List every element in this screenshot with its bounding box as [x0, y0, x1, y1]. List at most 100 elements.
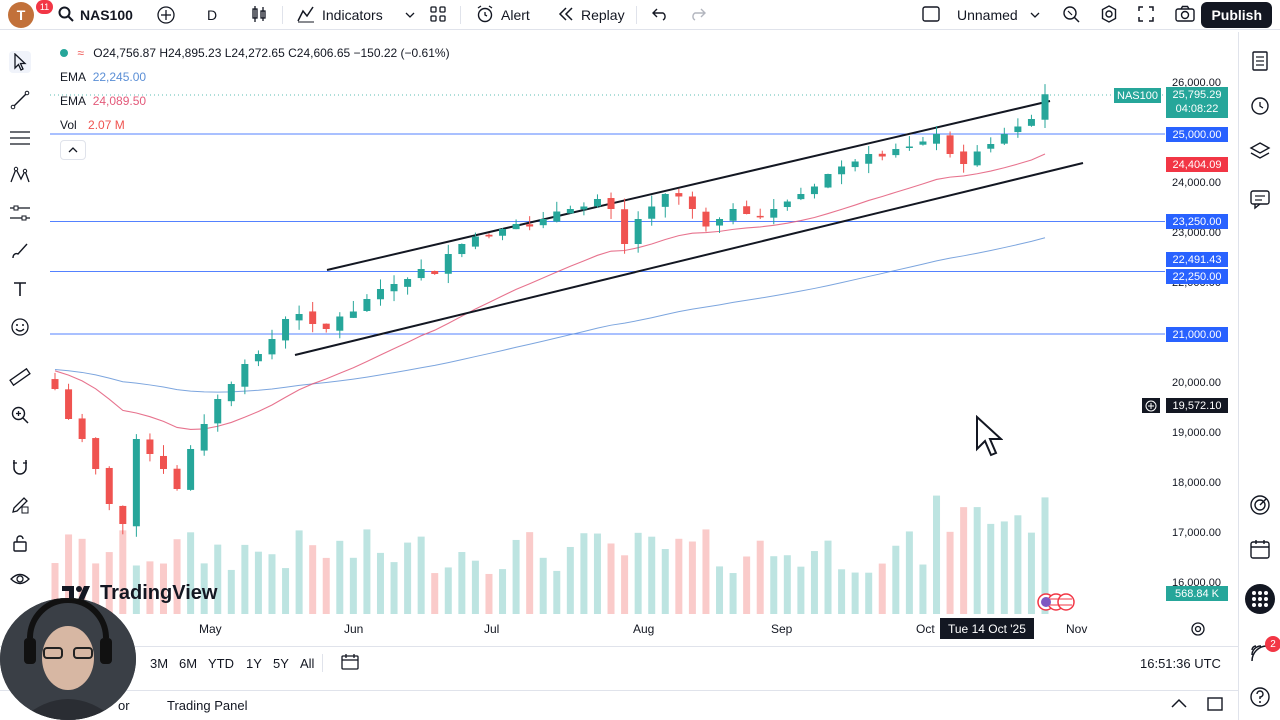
- goto-date-button[interactable]: [340, 653, 360, 676]
- redo-button[interactable]: [690, 0, 706, 30]
- maximize-panel-button[interactable]: [1206, 696, 1224, 715]
- watchlist-icon[interactable]: [1249, 50, 1271, 72]
- range-1y-button[interactable]: 1Y: [246, 656, 262, 671]
- range-5y-button[interactable]: 5Y: [273, 656, 289, 671]
- alarm-clock-icon: [475, 4, 495, 27]
- divider: [0, 646, 1238, 647]
- alerts-clock-icon[interactable]: [1249, 94, 1271, 116]
- last-price-tag: 25,795.29 04:08:22: [1166, 87, 1228, 118]
- calendar-icon[interactable]: [1249, 538, 1271, 560]
- range-6m-button[interactable]: 6M: [179, 656, 198, 671]
- chart-settings-button[interactable]: [1190, 621, 1206, 642]
- ohlc-legend: ≈ O24,756.87 H24,895.23 L24,272.65 C24,6…: [60, 46, 450, 60]
- volume-bar: [485, 573, 493, 614]
- candle-body: [241, 364, 249, 387]
- cursor-icon[interactable]: [9, 51, 31, 73]
- mouse-cursor-icon: [976, 415, 1003, 457]
- zoom-in-icon[interactable]: [9, 404, 31, 426]
- candle-body: [783, 201, 791, 208]
- symbol-search[interactable]: NAS100: [58, 0, 133, 30]
- candle-body: [119, 505, 127, 524]
- quick-search-button[interactable]: [1061, 0, 1081, 30]
- ruler-icon[interactable]: [9, 366, 31, 388]
- projection-icon[interactable]: [9, 202, 31, 224]
- volume-bar: [512, 539, 520, 614]
- compare-add-button[interactable]: [155, 0, 177, 30]
- ema2-legend[interactable]: EMA 24,089.50: [60, 94, 146, 108]
- indicators-button[interactable]: Indicators: [296, 0, 415, 30]
- candle-body: [933, 134, 941, 144]
- economic-events-icons[interactable]: [1036, 592, 1082, 612]
- chat-icon[interactable]: [1249, 188, 1271, 210]
- tick-label: 24,000.00: [1172, 177, 1221, 189]
- volume-bar: [566, 546, 574, 614]
- expand-panel-button[interactable]: [1170, 697, 1188, 714]
- volume-bar: [241, 544, 249, 614]
- undo-button[interactable]: [652, 0, 668, 30]
- user-menu[interactable]: T 11: [8, 0, 53, 30]
- volume-bar: [1027, 532, 1035, 614]
- avatar[interactable]: T: [8, 2, 34, 28]
- ema2-label: EMA: [60, 94, 86, 108]
- candle-body: [987, 144, 995, 149]
- fib-retracement-icon[interactable]: [9, 127, 31, 149]
- help-icon[interactable]: [1249, 686, 1271, 708]
- volume-bar: [810, 551, 818, 614]
- volume-bar: [797, 566, 805, 614]
- fullscreen-button[interactable]: [1137, 0, 1155, 30]
- indicators-label: Indicators: [322, 7, 383, 23]
- collapse-legend-button[interactable]: [60, 140, 86, 160]
- volume-legend[interactable]: Vol 2.07 M: [60, 118, 125, 132]
- volume-bar: [499, 569, 507, 614]
- layers-icon[interactable]: [1249, 140, 1271, 162]
- lock-drawing-pencil-icon[interactable]: [9, 494, 31, 516]
- candle-body: [661, 194, 669, 207]
- candle-body: [688, 196, 696, 209]
- volume-bar: [919, 564, 927, 614]
- candle-body: [838, 166, 846, 175]
- settings-button[interactable]: [1099, 0, 1119, 30]
- chevron-up-icon: [68, 147, 78, 153]
- emoji-icon[interactable]: [9, 316, 31, 338]
- alert-button[interactable]: Alert: [475, 0, 530, 30]
- notifications-signal-icon[interactable]: 2: [1249, 636, 1280, 664]
- volume-bar: [526, 532, 534, 614]
- eye-icon[interactable]: [9, 568, 31, 590]
- pattern-icon[interactable]: [9, 164, 31, 186]
- publish-button[interactable]: Publish: [1201, 2, 1272, 28]
- symbol-name: NAS100: [80, 7, 133, 23]
- ideas-target-icon[interactable]: [1249, 494, 1271, 516]
- candle-body: [444, 254, 452, 274]
- brush-icon[interactable]: [9, 240, 31, 262]
- layout-menu[interactable]: Unnamed: [921, 0, 1040, 30]
- notification-badge: 2: [1265, 636, 1280, 652]
- products-grid-icon[interactable]: [1245, 584, 1275, 614]
- volume-bar: [1000, 521, 1008, 614]
- trend-line-icon[interactable]: [9, 89, 31, 111]
- chart-type-button[interactable]: [250, 0, 268, 30]
- candle-body: [756, 215, 764, 218]
- panel-tab-editor[interactable]: or: [118, 698, 130, 713]
- replay-button[interactable]: Replay: [557, 0, 625, 30]
- volume-bar: [322, 557, 330, 614]
- ema1-label: EMA: [60, 70, 86, 84]
- magnet-icon[interactable]: [9, 456, 31, 478]
- range-ytd-button[interactable]: YTD: [208, 656, 234, 671]
- candle-body: [1014, 126, 1022, 133]
- range-all-button[interactable]: All: [300, 656, 315, 671]
- interval-button[interactable]: D: [207, 0, 217, 30]
- lock-icon[interactable]: [9, 532, 31, 554]
- utc-clock[interactable]: 16:51:36 UTC: [1140, 656, 1221, 671]
- text-tool-icon[interactable]: [9, 278, 31, 300]
- templates-button[interactable]: [429, 0, 447, 30]
- panel-tab-trading[interactable]: Trading Panel: [167, 698, 248, 713]
- level-tag-23250: 23,250.00: [1166, 214, 1228, 229]
- add-alert-plus-button[interactable]: [1142, 398, 1160, 413]
- candle-body: [336, 316, 344, 331]
- range-3m-button[interactable]: 3M: [150, 656, 169, 671]
- volume-bar: [282, 568, 290, 614]
- snapshot-button[interactable]: [1174, 0, 1196, 30]
- candle-body: [159, 455, 167, 469]
- ema1-legend[interactable]: EMA 22,245.00: [60, 70, 146, 84]
